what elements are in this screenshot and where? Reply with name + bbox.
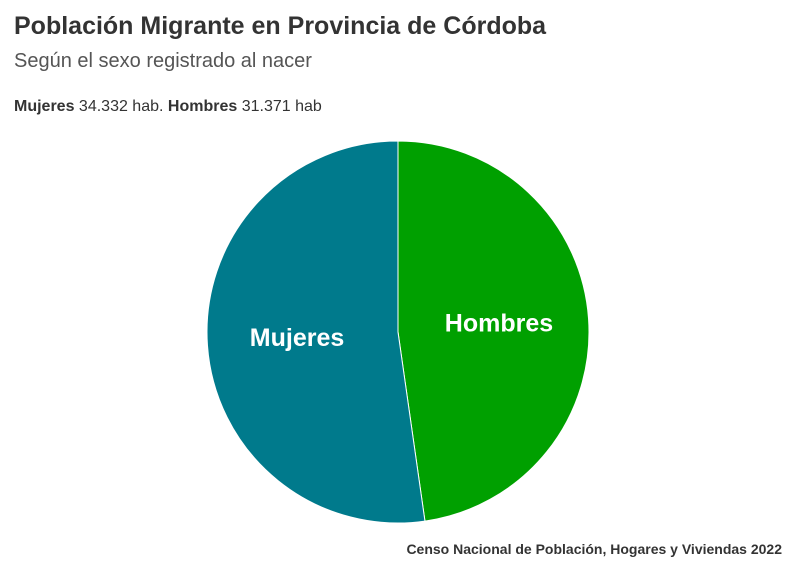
pie-slice-hombres [397,140,590,522]
chart-subtitle: Según el sexo registrado al nacer [14,50,312,72]
summary-label-mujeres: Mujeres [14,98,75,115]
pie-chart: Hombres Mujeres [206,140,590,524]
pie-label-mujeres: Mujeres [250,324,344,352]
summary-value-hombres: 31.371 hab [241,98,322,115]
source-note: Censo Nacional de Población, Hogares y V… [406,541,782,557]
summary-label-hombres: Hombres [167,98,238,115]
pie-slice-mujeres [206,140,426,524]
summary-line: Mujeres 34.332 hab. Hombres 31.371 hab [14,98,322,116]
chart-title: Población Migrante en Provincia de Córdo… [14,12,547,40]
summary-value-mujeres: 34.332 hab. [78,98,164,115]
pie-label-hombres: Hombres [445,309,553,337]
